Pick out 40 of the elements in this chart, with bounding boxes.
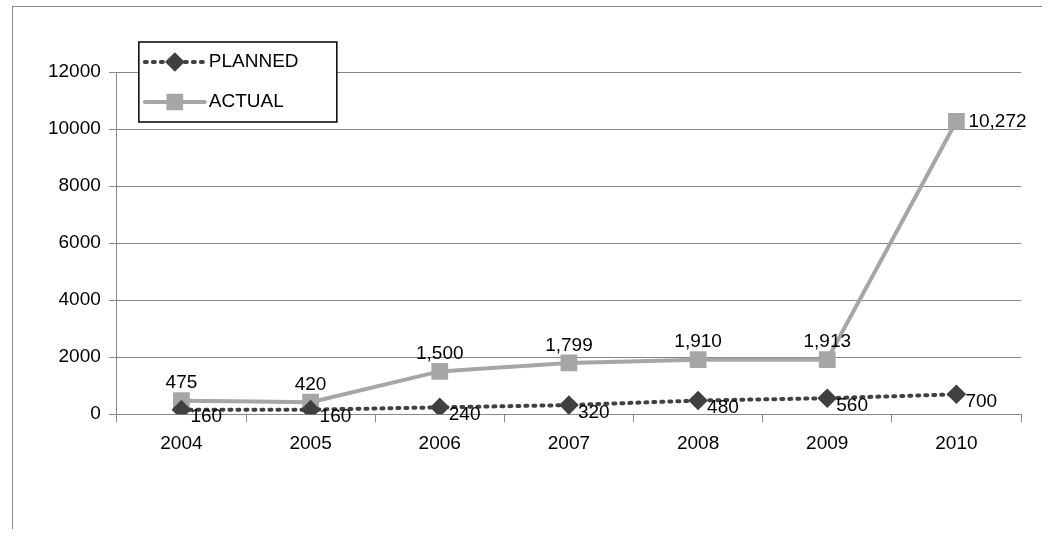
point [430, 398, 449, 415]
data-label: 475 [165, 371, 198, 393]
data-label: 480 [707, 396, 739, 418]
x-tick-label: 2005 [289, 431, 332, 453]
legend-label: ACTUAL [208, 90, 284, 112]
y-tick-label: 0 [90, 402, 101, 424]
data-label: 1,910 [674, 330, 722, 352]
point [559, 396, 578, 415]
y-tick-label: 2000 [58, 345, 101, 367]
x-tick-label: 2006 [418, 431, 461, 453]
data-label: 160 [319, 405, 352, 427]
data-label: 10,272 [968, 109, 1027, 131]
data-label: 320 [577, 400, 610, 422]
y-tick-label: 8000 [58, 174, 101, 196]
x-tick-label: 2008 [676, 431, 720, 453]
data-label: 700 [965, 389, 998, 411]
point [431, 363, 449, 380]
x-tick-label: 2004 [160, 431, 203, 453]
point [689, 351, 707, 369]
data-label: 560 [836, 393, 868, 415]
legend-label: PLANNED [208, 50, 299, 72]
data-label: 240 [448, 403, 481, 425]
y-tick-label: 6000 [58, 231, 101, 253]
data-label: 420 [294, 372, 327, 394]
point [560, 354, 578, 372]
y-tick-label: 4000 [58, 288, 101, 310]
x-tick-label: 2009 [806, 431, 849, 453]
point [947, 385, 966, 404]
x-tick-label: 2010 [935, 431, 978, 453]
point [948, 112, 965, 130]
x-tick-label: 2007 [547, 431, 591, 453]
data-label: 1,799 [545, 333, 593, 355]
data-label: 1,500 [415, 342, 464, 364]
point [818, 389, 837, 408]
data-label: 160 [190, 405, 223, 427]
y-tick-label: 10000 [47, 117, 101, 139]
point [818, 351, 836, 369]
point [689, 391, 708, 410]
y-tick-label: 12000 [47, 60, 101, 82]
data-label: 1,913 [803, 330, 852, 352]
